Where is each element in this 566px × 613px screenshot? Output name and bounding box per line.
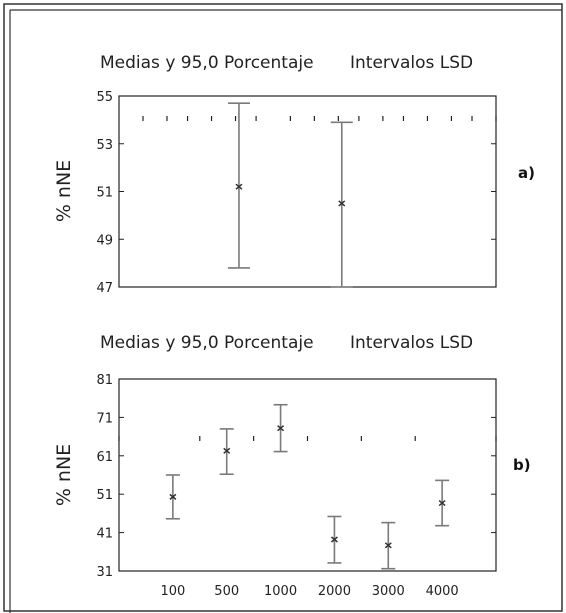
panel-b-plot-frame [118,378,497,572]
mean-point [235,183,243,190]
x-tick-label: 3000 [372,584,405,599]
error-bar [381,521,396,570]
panel-b-ylabel: % nNE [53,444,75,506]
outer-border [3,3,563,612]
mean-point [223,447,231,454]
panel-a-error-bars [227,102,353,288]
panel-b-title-right: Intervalos LSD [350,333,473,353]
y-tick-label: 71 [96,411,113,426]
panel-b-error-bars [165,403,450,570]
y-tick-label: 47 [96,281,113,296]
panel-a-plot-frame [118,95,497,288]
y-tick-label: 55 [96,90,113,105]
y-tick-label: 51 [96,186,113,201]
x-tick-label: 4000 [426,584,459,599]
mean-point [277,425,285,432]
y-tick-label: 53 [96,138,113,153]
error-bar [327,515,342,564]
x-tick-label: 1000 [264,584,297,599]
mean-point [330,536,338,543]
panel-b-x-axis: 100 500 1000 2000 3000 4000 [160,584,458,599]
y-tick-label: 31 [96,565,113,580]
chart-panel-b: Medias y 95,0 Porcentaje Intervalos LSD … [53,333,531,599]
y-tick-label: 51 [96,488,113,503]
x-tick-label: 2000 [318,584,351,599]
error-bar [165,474,180,520]
panel-b-x-tick-marks [118,436,497,441]
y-tick-label: 81 [96,373,113,388]
mean-point [169,493,177,500]
error-bar [330,121,353,288]
error-bar [227,102,250,269]
mean-point [438,499,446,507]
panel-a-tag: a) [518,164,535,182]
mean-point [338,200,346,207]
panel-a-ylabel: % nNE [53,160,75,222]
x-tick-label: 500 [214,584,239,599]
panel-a-x-tick-marks [142,116,497,121]
panel-a-title-left: Medias y 95,0 Porcentaje [100,53,314,73]
y-tick-label: 49 [96,233,113,248]
y-tick-label: 41 [96,527,113,542]
y-tick-label: 61 [96,450,113,465]
panel-b-title-left: Medias y 95,0 Porcentaje [100,333,314,353]
x-tick-label: 100 [160,584,185,599]
error-bar [435,479,450,527]
error-bar [273,403,288,453]
mean-point [384,542,392,549]
chart-panel-a: Medias y 95,0 Porcentaje Intervalos LSD … [53,53,535,296]
panel-b-y-axis: 31 41 51 61 71 81 [96,373,496,580]
panel-a-title-right: Intervalos LSD [350,53,473,73]
panel-a-y-axis: 47 49 51 53 55 [96,90,496,296]
panel-b-tag: b) [513,456,531,474]
error-bar [219,428,234,476]
